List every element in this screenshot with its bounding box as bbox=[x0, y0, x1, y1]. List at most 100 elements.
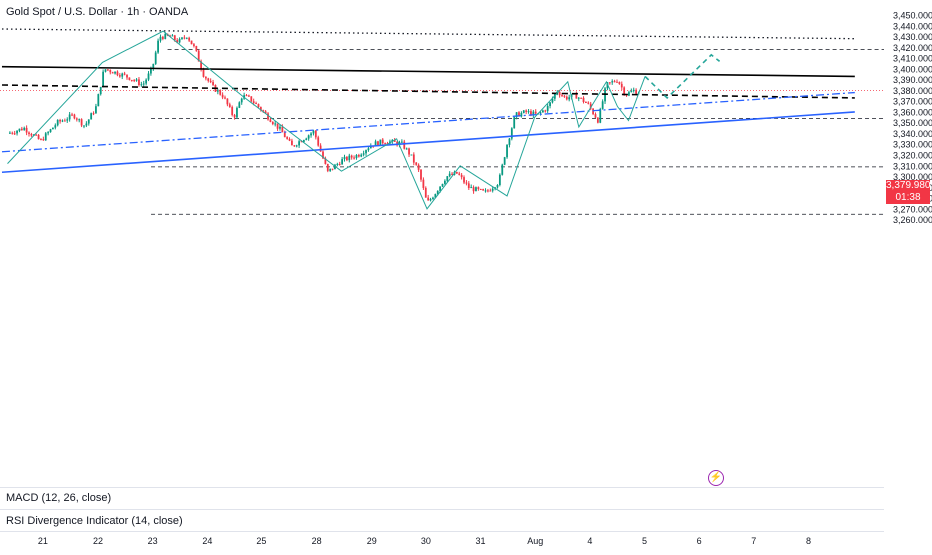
candle-body bbox=[393, 139, 396, 142]
rsi-indicator-label[interactable]: RSI Divergence Indicator (14, close) bbox=[6, 515, 183, 527]
candle-body bbox=[111, 72, 114, 74]
candle-body bbox=[451, 173, 453, 175]
candle-body bbox=[104, 69, 107, 72]
x-tick-label: 24 bbox=[202, 536, 212, 546]
candle-body bbox=[228, 104, 231, 107]
candle-body bbox=[248, 95, 250, 97]
candle-body bbox=[288, 138, 291, 141]
y-tick-label: 3,260.000 bbox=[893, 215, 932, 225]
candle-body bbox=[463, 177, 465, 183]
y-tick-label: 3,320.000 bbox=[893, 151, 932, 161]
candle-body bbox=[135, 79, 138, 81]
candle-body bbox=[78, 119, 81, 121]
candle-body bbox=[123, 73, 126, 75]
candle-body bbox=[28, 132, 30, 134]
panel-separator bbox=[0, 487, 884, 488]
candle-body bbox=[498, 174, 501, 185]
candle-body bbox=[66, 119, 69, 121]
candle-body bbox=[510, 128, 513, 139]
candle-body bbox=[549, 102, 551, 107]
candle-body bbox=[441, 183, 444, 187]
candle-body bbox=[334, 164, 336, 170]
candle-body bbox=[620, 83, 623, 88]
y-tick-label: 3,340.000 bbox=[893, 129, 932, 139]
candle-body bbox=[503, 157, 506, 165]
candle-body bbox=[501, 164, 504, 175]
candle-body bbox=[582, 97, 585, 103]
x-tick-label: 28 bbox=[312, 536, 322, 546]
candle-body bbox=[61, 120, 64, 122]
candle-body bbox=[420, 169, 422, 180]
candle-body bbox=[154, 52, 157, 64]
y-tick-label: 3,370.000 bbox=[893, 97, 932, 107]
candle-body bbox=[446, 176, 449, 181]
candle-body bbox=[54, 125, 57, 128]
candle-body bbox=[279, 126, 281, 129]
candle-body bbox=[252, 101, 255, 104]
candle-body bbox=[274, 123, 277, 125]
candle-body bbox=[400, 141, 403, 143]
candle-body bbox=[212, 82, 214, 85]
y-tick-label: 3,410.000 bbox=[893, 54, 932, 64]
candle-body bbox=[460, 174, 463, 178]
candle-body bbox=[357, 155, 360, 157]
candle-body bbox=[87, 119, 90, 124]
candle-body bbox=[257, 103, 260, 108]
candle-body bbox=[185, 37, 188, 39]
candle-body bbox=[37, 134, 40, 140]
candle-body bbox=[329, 168, 332, 171]
candle-body bbox=[635, 89, 638, 94]
candle-body bbox=[360, 154, 363, 157]
candle-body bbox=[599, 108, 602, 123]
candle-body bbox=[496, 184, 499, 188]
lightning-icon[interactable]: ⚡ bbox=[708, 470, 724, 486]
candle-body bbox=[427, 197, 430, 201]
candle-body bbox=[324, 158, 327, 165]
candle-body bbox=[83, 125, 85, 127]
candle-body bbox=[109, 70, 112, 73]
candle-body bbox=[173, 35, 176, 41]
y-tick-label: 3,360.000 bbox=[893, 107, 932, 117]
candle-body bbox=[379, 139, 382, 146]
candle-body bbox=[458, 173, 461, 175]
candle-body bbox=[226, 98, 229, 105]
candle-body bbox=[231, 106, 234, 115]
panel-separator bbox=[0, 509, 884, 510]
candle-body bbox=[238, 102, 241, 108]
candle-body bbox=[326, 164, 329, 171]
candle-body bbox=[130, 79, 133, 81]
candle-body bbox=[322, 151, 324, 159]
candle-body bbox=[475, 187, 477, 192]
candle-body bbox=[403, 141, 406, 149]
candle-body bbox=[616, 81, 618, 83]
candle-body bbox=[580, 97, 583, 99]
candle-body bbox=[520, 112, 523, 117]
candle-body bbox=[305, 138, 308, 141]
candle-body bbox=[422, 179, 425, 188]
candle-body bbox=[350, 155, 353, 158]
candle-body bbox=[424, 187, 427, 198]
candle-body bbox=[207, 78, 210, 81]
macd-indicator-label[interactable]: MACD (12, 26, close) bbox=[6, 492, 112, 504]
candle-body bbox=[171, 35, 174, 37]
candle-body bbox=[250, 96, 253, 102]
candle-body bbox=[377, 141, 379, 146]
candle-body bbox=[145, 79, 148, 84]
candle-body bbox=[126, 74, 128, 78]
x-tick-label: 23 bbox=[148, 536, 158, 546]
candle-body bbox=[71, 114, 73, 116]
x-tick-label: 21 bbox=[38, 536, 48, 546]
candle-body bbox=[618, 81, 621, 84]
candle-body bbox=[632, 89, 635, 92]
candle-body bbox=[178, 38, 181, 43]
x-tick-label: 7 bbox=[751, 536, 756, 546]
candle-body bbox=[410, 154, 413, 156]
candle-body bbox=[63, 120, 66, 122]
candle-body bbox=[448, 173, 451, 177]
candle-body bbox=[561, 95, 563, 97]
candle-body bbox=[470, 187, 473, 189]
candle-body bbox=[601, 101, 604, 109]
candle-body bbox=[628, 92, 630, 96]
